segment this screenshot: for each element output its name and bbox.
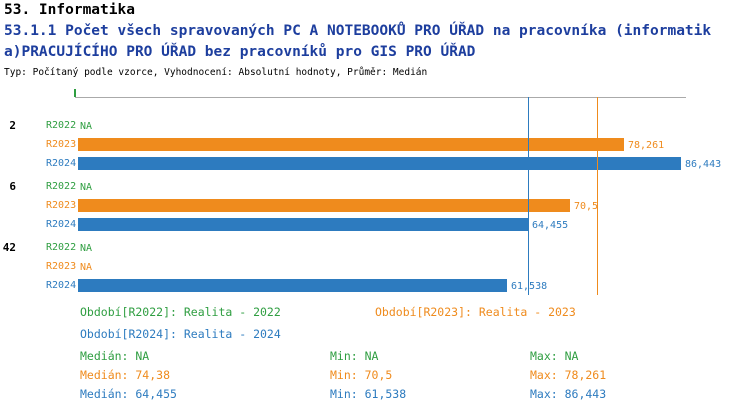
section-title: 53. Informatika [4, 2, 135, 18]
series-label-r2022: R2022 [46, 181, 77, 192]
chart-row: R2022 NA [0, 238, 750, 257]
stat-max-r2022: Max: NA [530, 349, 579, 363]
bar-chart: 2 R2022 NA R2023 78,261 R2024 86,443 6 R2022 NA R2… [0, 89, 750, 302]
bar-r2024 [78, 218, 528, 231]
bar-value-label: 86,443 [685, 159, 722, 170]
chart-row: R2022 NA [0, 116, 750, 135]
group-label: 6 [9, 180, 16, 193]
na-value-label: NA [80, 243, 93, 254]
stat-min-r2022: Min: NA [330, 349, 379, 363]
series-label-r2024: R2024 [46, 158, 77, 169]
stat-max-r2024: Max: 86,443 [530, 387, 607, 401]
chart-row: R2024 86,443 [0, 154, 750, 173]
series-label-r2022: R2022 [46, 120, 77, 131]
na-value-label: NA [80, 121, 93, 132]
na-value-label: NA [80, 182, 93, 193]
top-axis-line [75, 97, 686, 98]
indicator-title-line1: 53.1.1 Počet všech spravovaných PC A NOT… [4, 23, 712, 39]
bar-value-label: 64,455 [532, 220, 569, 231]
chart-row: R2023 78,261 [0, 135, 750, 154]
bar-r2024 [78, 279, 507, 292]
series-label-r2023: R2023 [46, 200, 77, 211]
indicator-title-line2: a)PRACUJÍCÍHO PRO ÚŘAD bez pracovníků pr… [4, 44, 476, 60]
bar-r2024 [78, 157, 681, 170]
stat-max-r2023: Max: 78,261 [530, 368, 607, 382]
stat-median-r2022: Medián: NA [80, 349, 150, 363]
axis-origin-tick [74, 89, 76, 97]
bar-value-label: 78,261 [628, 140, 665, 151]
stat-median-r2023: Medián: 74,38 [80, 368, 171, 382]
chart-row: R2023 70,5 [0, 196, 750, 215]
series-label-r2023: R2023 [46, 261, 77, 272]
bar-r2023 [78, 199, 570, 212]
stat-median-r2024: Medián: 64,455 [80, 387, 177, 401]
stat-min-r2024: Min: 61,538 [330, 387, 407, 401]
series-label-r2022: R2022 [46, 242, 77, 253]
legend-r2022: Období[R2022]: Realita - 2022 [80, 305, 281, 319]
group-label: 42 [2, 241, 16, 254]
stat-min-r2023: Min: 70,5 [330, 368, 393, 382]
indicator-meta-line: Typ: Počítaný podle vzorce, Vyhodnocení:… [4, 67, 428, 78]
bar-value-label: 61,538 [511, 281, 548, 292]
median-line-r2024 [528, 97, 529, 295]
median-line-r2023 [597, 97, 598, 295]
bar-r2023 [78, 138, 624, 151]
bar-value-label: 70,5 [574, 201, 599, 212]
chart-row: R2024 64,455 [0, 215, 750, 234]
series-label-r2023: R2023 [46, 139, 77, 150]
group-label: 2 [9, 119, 16, 132]
series-label-r2024: R2024 [46, 219, 77, 230]
chart-row: R2022 NA [0, 177, 750, 196]
legend-r2024: Období[R2024]: Realita - 2024 [80, 327, 281, 341]
chart-row: R2023 NA [0, 257, 750, 276]
chart-row: R2024 61,538 [0, 276, 750, 295]
na-value-label: NA [80, 262, 93, 273]
series-label-r2024: R2024 [46, 280, 77, 291]
legend-r2023: Období[R2023]: Realita - 2023 [375, 305, 576, 319]
